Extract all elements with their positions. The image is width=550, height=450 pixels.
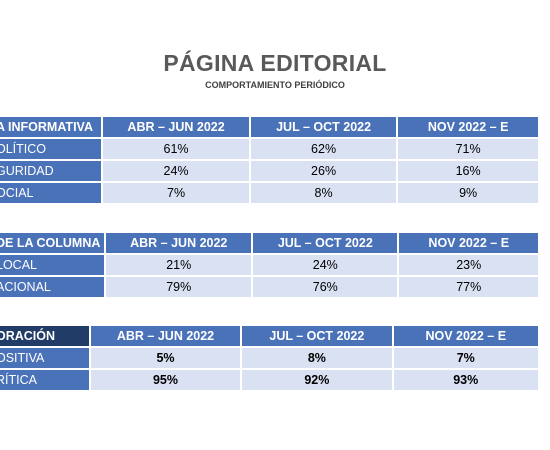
- cell-value: 21%: [106, 255, 252, 275]
- row-label: ACIONAL: [0, 277, 105, 297]
- row-label: OSITIVA: [0, 348, 89, 368]
- table-row: OLÍTICO 61% 62% 71%: [0, 139, 538, 159]
- cell-value: 79%: [106, 277, 252, 297]
- table-header-row: ORACIÓN ABR – JUN 2022 JUL – OCT 2022 NO…: [0, 326, 538, 346]
- header-period-2: JUL – OCT 2022: [253, 233, 398, 253]
- table-columna: DE LA COLUMNA ABR – JUN 2022 JUL – OCT 2…: [0, 231, 540, 299]
- header-period-2: JUL – OCT 2022: [250, 117, 397, 137]
- table-header-row: A INFORMATIVA ABR – JUN 2022 JUL – OCT 2…: [0, 117, 538, 137]
- header-period-1: ABR – JUN 2022: [106, 233, 252, 253]
- cell-value: 16%: [398, 161, 538, 181]
- header-period-2: JUL – OCT 2022: [242, 326, 392, 346]
- header-period-1: ABR – JUN 2022: [103, 117, 249, 137]
- header-period-3: NOV 2022 – E: [393, 326, 538, 346]
- table-row: ACIONAL 79% 76% 77%: [0, 277, 538, 297]
- table-valoracion: ORACIÓN ABR – JUN 2022 JUL – OCT 2022 NO…: [0, 324, 540, 392]
- header-period-1: ABR – JUN 2022: [90, 326, 241, 346]
- cell-value: 9%: [398, 183, 538, 203]
- cell-value: 93%: [393, 370, 538, 390]
- cell-value: 71%: [398, 139, 538, 159]
- table-row: RÍTICA 95% 92% 93%: [0, 370, 538, 390]
- table-header-row: DE LA COLUMNA ABR – JUN 2022 JUL – OCT 2…: [0, 233, 538, 253]
- row-label: OLÍTICO: [0, 139, 102, 159]
- cell-value: 77%: [399, 277, 538, 297]
- table-row: LOCAL 21% 24% 23%: [0, 255, 538, 275]
- cell-value: 23%: [399, 255, 538, 275]
- cell-value: 24%: [103, 161, 249, 181]
- cell-value: 5%: [90, 348, 241, 368]
- header-period-3: NOV 2022 – E: [399, 233, 538, 253]
- row-label: OCIAL: [0, 183, 102, 203]
- cell-value: 24%: [253, 255, 398, 275]
- row-label: LOCAL: [0, 255, 105, 275]
- header-category: ORACIÓN: [0, 326, 89, 346]
- cell-value: 62%: [250, 139, 397, 159]
- cell-value: 76%: [253, 277, 398, 297]
- row-label: GURIDAD: [0, 161, 102, 181]
- page-subtitle: COMPORTAMIENTO PERIÓDICO: [205, 80, 345, 90]
- header-period-3: NOV 2022 – E: [398, 117, 538, 137]
- table-nota-informativa: A INFORMATIVA ABR – JUN 2022 JUL – OCT 2…: [0, 115, 540, 205]
- cell-value: 61%: [103, 139, 249, 159]
- cell-value: 92%: [242, 370, 392, 390]
- cell-value: 8%: [242, 348, 392, 368]
- table-row: OCIAL 7% 8% 9%: [0, 183, 538, 203]
- table-row: OSITIVA 5% 8% 7%: [0, 348, 538, 368]
- page-title: PÁGINA EDITORIAL: [163, 50, 387, 76]
- cell-value: 26%: [250, 161, 397, 181]
- cell-value: 95%: [90, 370, 241, 390]
- table-row: GURIDAD 24% 26% 16%: [0, 161, 538, 181]
- header-category: A INFORMATIVA: [0, 117, 102, 137]
- header-category: DE LA COLUMNA: [0, 233, 105, 253]
- cell-value: 7%: [103, 183, 249, 203]
- cell-value: 8%: [250, 183, 397, 203]
- row-label: RÍTICA: [0, 370, 89, 390]
- cell-value: 7%: [393, 348, 538, 368]
